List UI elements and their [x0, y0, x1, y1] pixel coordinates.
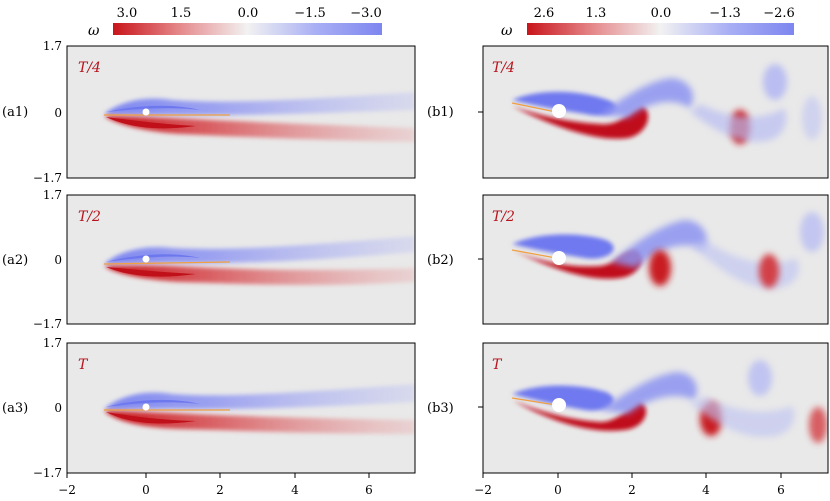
- panel-label: (a2): [2, 253, 28, 268]
- x-tick-label: 6: [777, 483, 785, 497]
- phase-label: T: [492, 357, 503, 373]
- colorbar-left: ω 3.0 1.5 0.0 −1.5 −3.0: [88, 6, 382, 39]
- panel-a3: T (a3): [2, 342, 416, 474]
- x-tick-label: 6: [365, 483, 373, 497]
- panel-label: (a3): [2, 401, 28, 416]
- y-tick-label: −1.7: [33, 171, 62, 185]
- colorbar-right-tick: −2.6: [763, 6, 795, 21]
- y-tick-label: −1.7: [33, 317, 62, 331]
- y-tick-label: 1.7: [43, 39, 62, 53]
- vorticity-field: [511, 64, 822, 144]
- panel-a1: T/4 (a1): [2, 45, 416, 179]
- colorbar-left-tick: 1.5: [171, 6, 192, 21]
- panel-label: (b2): [427, 253, 454, 268]
- colorbar-left-gradient: [113, 23, 382, 35]
- colorbar-left-symbol: ω: [88, 23, 100, 39]
- x-axis-left: −2 0 2 4 6: [58, 473, 373, 497]
- colorbar-right-tick: 0.0: [651, 6, 672, 21]
- y-axis-right-ticks: [478, 111, 483, 408]
- x-axis-right: −2 0 2 4 6: [474, 473, 785, 497]
- x-tick-label: 0: [142, 483, 150, 497]
- y-tick-label: 1.7: [43, 336, 62, 350]
- y-tick-label: 1.7: [43, 188, 62, 202]
- x-tick-label: −2: [474, 483, 492, 497]
- y-tick-label: 0: [54, 106, 62, 120]
- vorticity-field: [511, 212, 824, 289]
- colorbar-right-tick: 1.3: [586, 6, 607, 21]
- y-tick-label: 0: [54, 253, 62, 267]
- panel-frame: [66, 194, 416, 325]
- panel-frame: [66, 342, 416, 474]
- panel-b3: T (b3): [427, 342, 829, 474]
- colorbar-left-tick: 0.0: [238, 6, 259, 21]
- panel-a2: T/2 (a2): [2, 194, 416, 325]
- x-tick-label: 4: [291, 483, 299, 497]
- panel-label: (b3): [427, 401, 454, 416]
- colorbar-right-tick: 2.6: [534, 6, 555, 21]
- phase-label: T/4: [78, 60, 101, 76]
- x-tick-label: −2: [58, 483, 76, 497]
- phase-label: T/4: [492, 60, 515, 76]
- vorticity-field: [511, 360, 827, 443]
- vorticity-field: [104, 92, 415, 142]
- colorbar-right: ω 2.6 1.3 0.0 −1.3 −2.6: [501, 6, 795, 39]
- x-tick-label: 4: [702, 483, 710, 497]
- panel-background: [483, 343, 828, 473]
- x-tick-label: 2: [628, 483, 636, 497]
- panel-b2: T/2 (b2): [427, 194, 829, 325]
- phase-label: T: [78, 357, 89, 373]
- panel-label: (b1): [427, 105, 454, 120]
- y-axis-left: 1.7 0 −1.7 1.7 0 −1.7 1.7 0 −1.7: [33, 39, 62, 480]
- panel-frame: [482, 342, 829, 474]
- panel-frame: [66, 45, 416, 179]
- colorbar-right-tick: −1.3: [709, 6, 741, 21]
- x-tick-label: 0: [554, 483, 562, 497]
- vorticity-field: [103, 236, 415, 285]
- panel-b1: T/4 (b1): [427, 45, 829, 179]
- colorbar-left-tick: −3.0: [350, 6, 382, 21]
- y-tick-label: −1.7: [33, 466, 62, 480]
- vorticity-field: [104, 384, 415, 434]
- phase-label: T/2: [78, 209, 101, 225]
- colorbar-left-tick: −1.5: [294, 6, 326, 21]
- panel-label: (a1): [2, 105, 28, 120]
- colorbar-right-symbol: ω: [501, 23, 513, 39]
- y-tick-label: 0: [54, 401, 62, 415]
- x-tick-label: 2: [216, 483, 224, 497]
- colorbar-right-gradient: [527, 23, 794, 35]
- phase-label: T/2: [492, 209, 515, 225]
- colorbar-left-tick: 3.0: [117, 6, 138, 21]
